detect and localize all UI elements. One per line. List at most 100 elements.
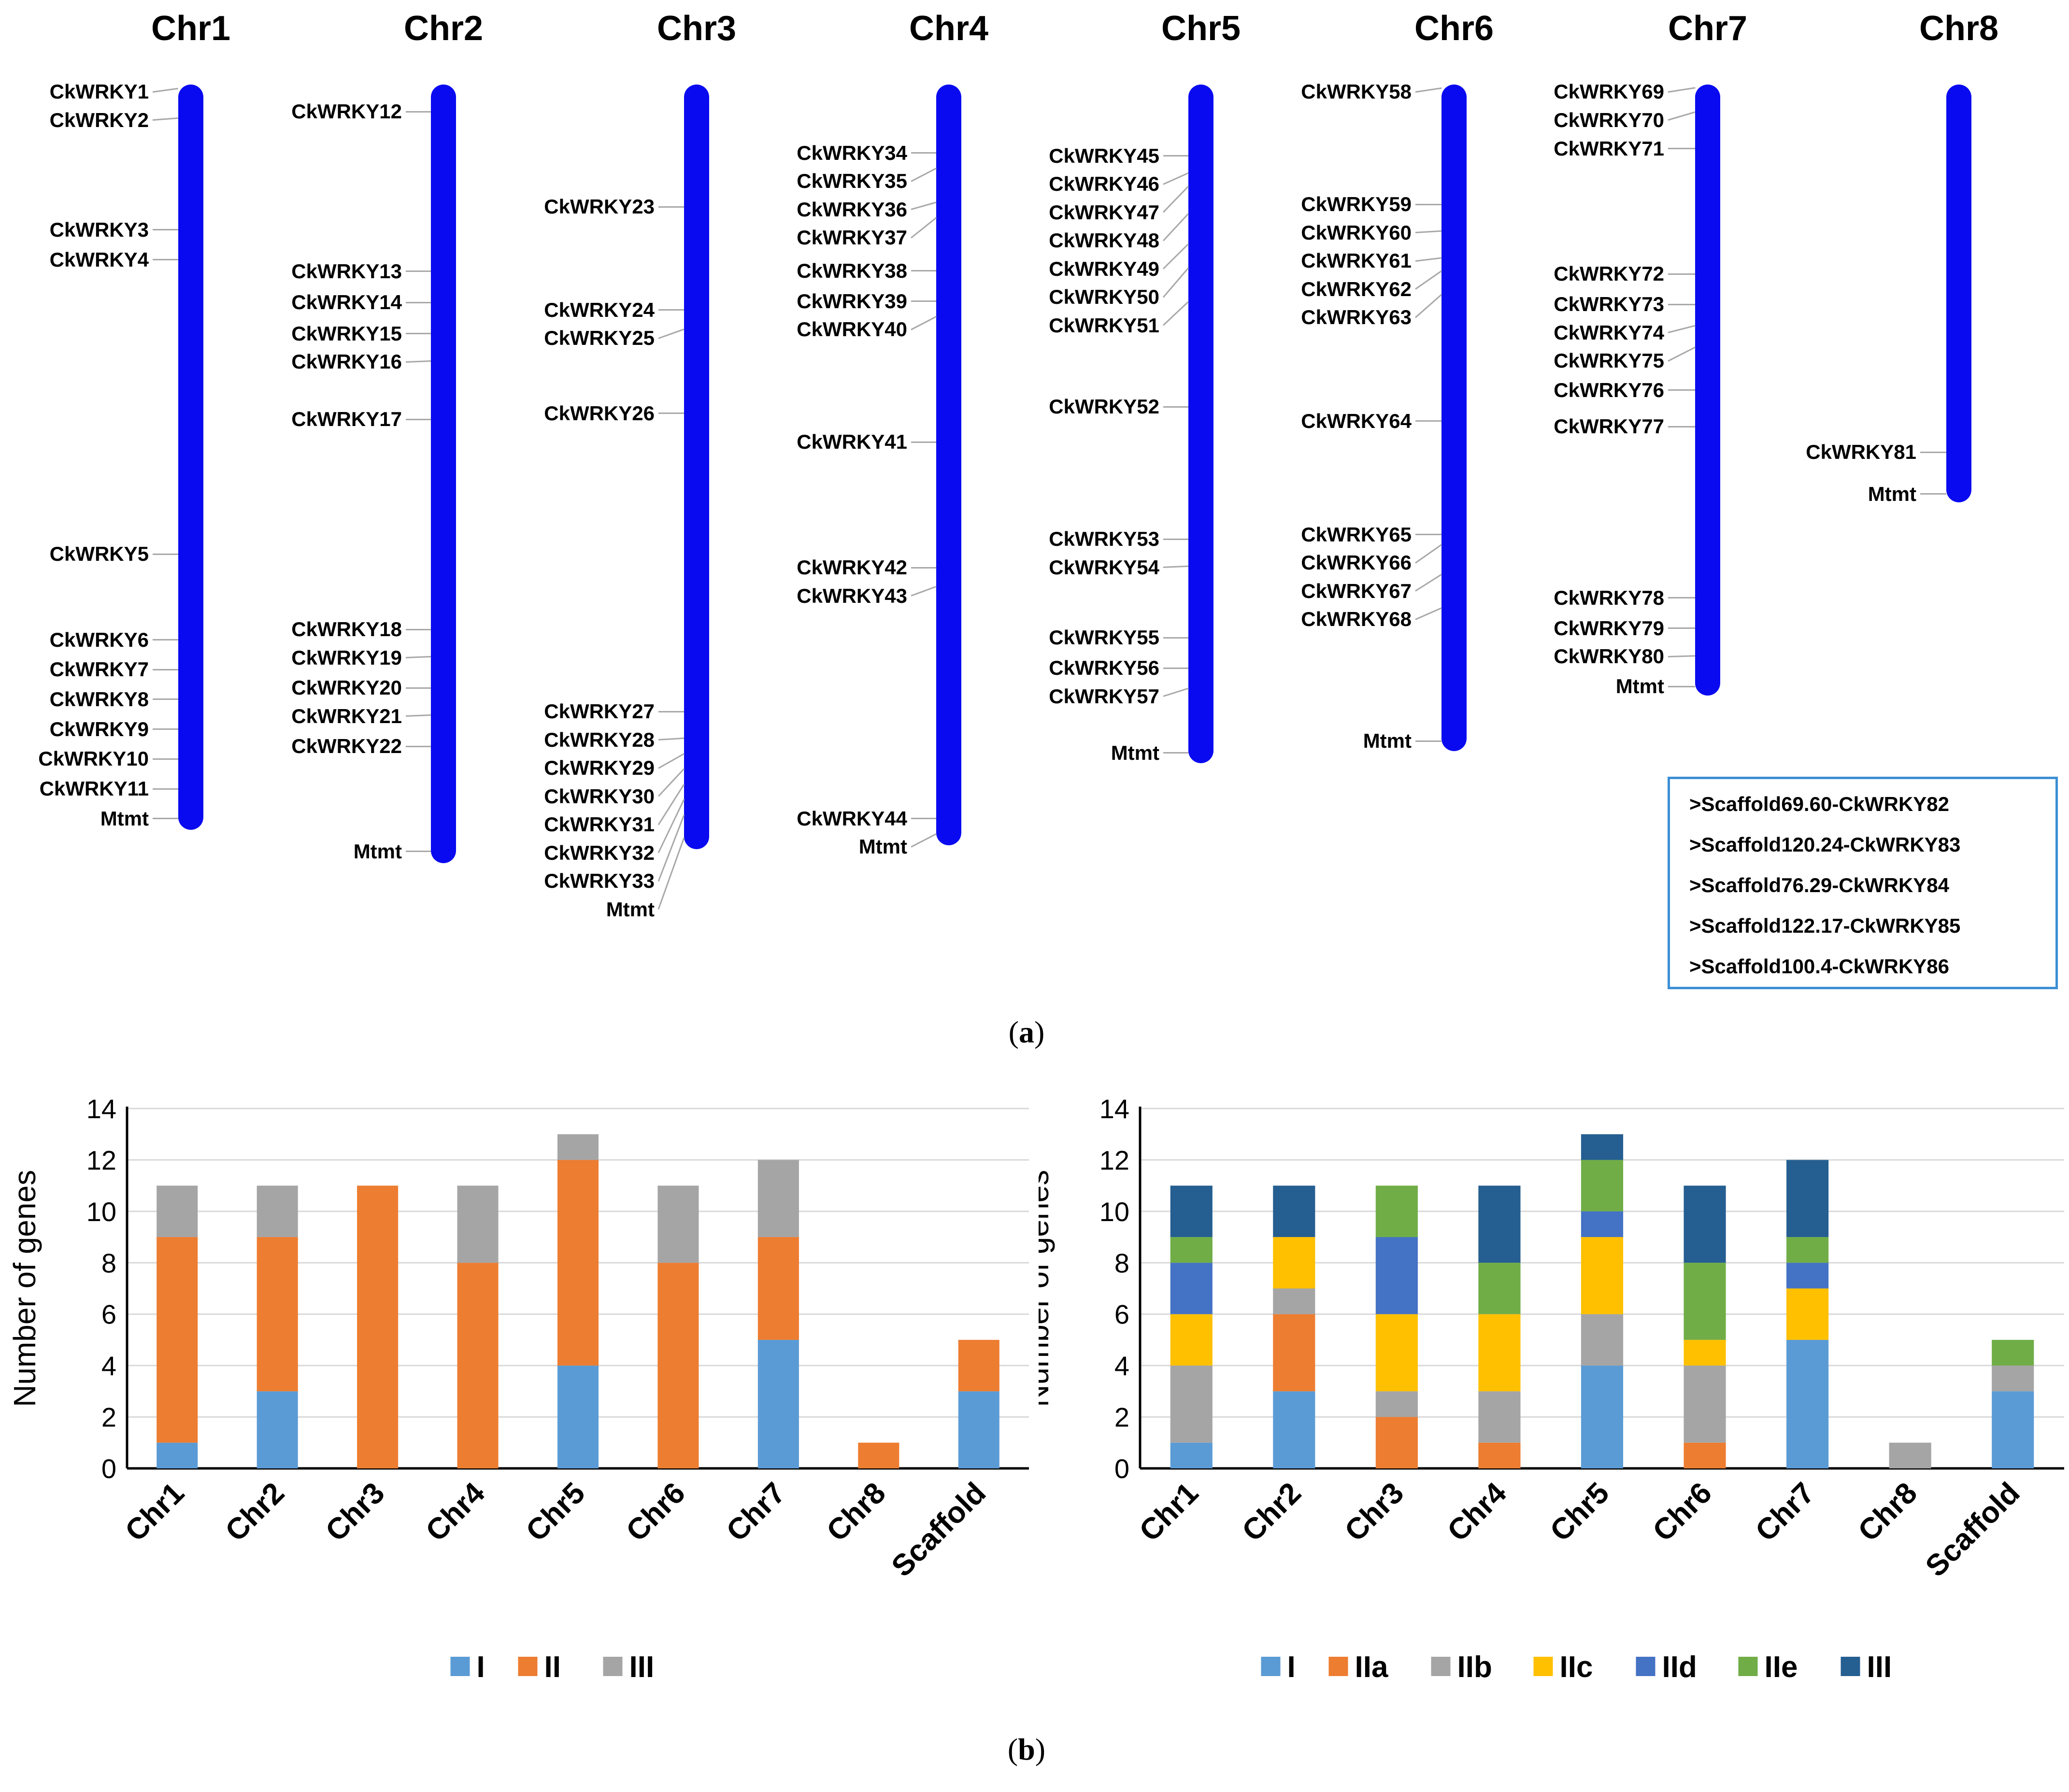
gene-leader-line <box>1163 172 1189 185</box>
gene-leader-line <box>153 818 178 820</box>
bar-segment <box>1170 1365 1213 1443</box>
x-tick-label: Chr2 <box>219 1476 291 1548</box>
bar-segment <box>757 1160 799 1237</box>
bar-segment <box>1273 1288 1315 1314</box>
bar-segment <box>1478 1314 1521 1392</box>
bar-segment <box>1684 1442 1726 1468</box>
gene-leader-line <box>406 851 431 853</box>
gene-leader-line <box>1668 86 1696 93</box>
y-tick-label: 4 <box>1114 1351 1129 1381</box>
gene-leader-line <box>153 259 178 261</box>
x-tick-label: Chr1 <box>1133 1476 1205 1548</box>
gene-leader-line <box>1163 667 1188 669</box>
gene-leader-line <box>1668 426 1695 427</box>
gene-label: CkWRKY80 <box>1554 645 1664 668</box>
gene-leader-line <box>911 167 937 182</box>
gene-leader-line <box>153 728 178 730</box>
legend-swatch <box>450 1657 470 1676</box>
gene-leader-line <box>911 300 936 302</box>
gene-leader-line <box>1668 325 1696 334</box>
gene-leader-line <box>1415 230 1442 234</box>
gene-leader-line <box>911 818 936 820</box>
x-tick-label: Chr1 <box>119 1476 191 1548</box>
bar-segment <box>357 1185 399 1468</box>
bar-segment <box>1375 1391 1418 1417</box>
gene-label: CkWRKY25 <box>544 327 655 350</box>
scaffold-line: >Scaffold120.24-CkWRKY83 <box>1689 833 1961 856</box>
gene-label: CkWRKY19 <box>291 646 402 669</box>
gene-label: CkWRKY75 <box>1554 349 1664 372</box>
bar-segment <box>157 1185 198 1237</box>
gene-leader-line <box>1163 155 1188 157</box>
bar-segment <box>1786 1237 1829 1263</box>
gene-leader-line <box>153 639 178 641</box>
gene-leader-line <box>1415 574 1442 592</box>
gene-label: CkWRKY16 <box>291 350 402 373</box>
gene-label: CkWRKY54 <box>1049 555 1159 579</box>
y-tick-label: 6 <box>101 1299 116 1330</box>
gene-label: CkWRKY73 <box>1554 293 1664 316</box>
gene-label: CkWRKY63 <box>1301 306 1412 329</box>
bar-segment <box>1478 1263 1521 1314</box>
gene-label: CkWRKY69 <box>1554 80 1664 103</box>
x-tick-label: Chr7 <box>1749 1476 1821 1548</box>
gene-leader-line <box>1163 406 1188 408</box>
gene-leader-line <box>1162 243 1189 270</box>
gene-label: CkWRKY50 <box>1049 285 1159 309</box>
x-tick-label: Chr6 <box>620 1476 692 1548</box>
gene-leader-line <box>1162 213 1189 242</box>
gene-label: CkWRKY23 <box>544 195 655 218</box>
caption-b: (b) <box>1007 1732 1046 1766</box>
bar-segment <box>557 1160 599 1366</box>
y-tick-label: 8 <box>101 1248 116 1278</box>
gene-label: CkWRKY49 <box>1049 257 1159 280</box>
bar-segment <box>1375 1417 1418 1468</box>
gene-label: CkWRKY52 <box>1049 395 1159 418</box>
gene-leader-line <box>406 687 431 689</box>
gene-leader-line <box>1920 493 1946 495</box>
y-tick-label: 10 <box>1099 1196 1129 1227</box>
gene-leader-line <box>153 758 178 760</box>
gene-label: CkWRKY78 <box>1554 586 1664 609</box>
chromosome-title: Chr6 <box>1414 9 1494 48</box>
bar-segment <box>1581 1134 1624 1160</box>
gene-label: CkWRKY34 <box>797 141 907 164</box>
gene-leader-line <box>658 328 685 339</box>
legend-swatch <box>603 1657 623 1676</box>
gene-leader-line <box>1162 185 1189 213</box>
bar-segment <box>657 1185 699 1263</box>
y-tick-label: 10 <box>86 1196 116 1227</box>
gene-label: CkWRKY32 <box>544 841 655 864</box>
gene-label: CkWRKY40 <box>797 318 907 341</box>
bar-segment <box>1170 1442 1213 1468</box>
legend-swatch <box>1738 1657 1758 1676</box>
gene-label: CkWRKY43 <box>797 584 907 607</box>
gene-leader-line <box>152 117 179 121</box>
bar-segment <box>1992 1339 2034 1366</box>
gene-label: CkWRKY76 <box>1554 378 1664 401</box>
gene-leader-line <box>658 711 684 712</box>
bar-segment <box>1170 1263 1213 1314</box>
bar-segment <box>1478 1391 1521 1443</box>
bar-segment <box>1992 1365 2034 1392</box>
gene-leader-line <box>1415 534 1441 535</box>
gene-leader-line <box>1668 303 1695 305</box>
bar-segment <box>1170 1314 1213 1366</box>
gene-label: CkWRKY79 <box>1554 616 1664 640</box>
chromosome-bar <box>1695 85 1720 696</box>
gene-label: Mtmt <box>353 839 402 863</box>
gene-label: CkWRKY4 <box>49 248 149 271</box>
y-axis-label: Number of genes <box>7 1170 42 1407</box>
legend-swatch <box>1533 1657 1553 1676</box>
gene-leader-line <box>911 152 936 154</box>
legend-label: IIe <box>1765 1650 1798 1684</box>
gene-label: CkWRKY57 <box>1049 684 1159 708</box>
gene-label: Mtmt <box>1615 675 1664 698</box>
bar-segment <box>1170 1237 1213 1263</box>
bar-segment <box>457 1263 499 1468</box>
bar-segment <box>1375 1237 1418 1314</box>
gene-leader-line <box>658 737 685 741</box>
x-tick-label: Chr4 <box>1441 1476 1513 1548</box>
gene-label: CkWRKY44 <box>797 807 907 830</box>
gene-label: CkWRKY12 <box>291 100 402 123</box>
